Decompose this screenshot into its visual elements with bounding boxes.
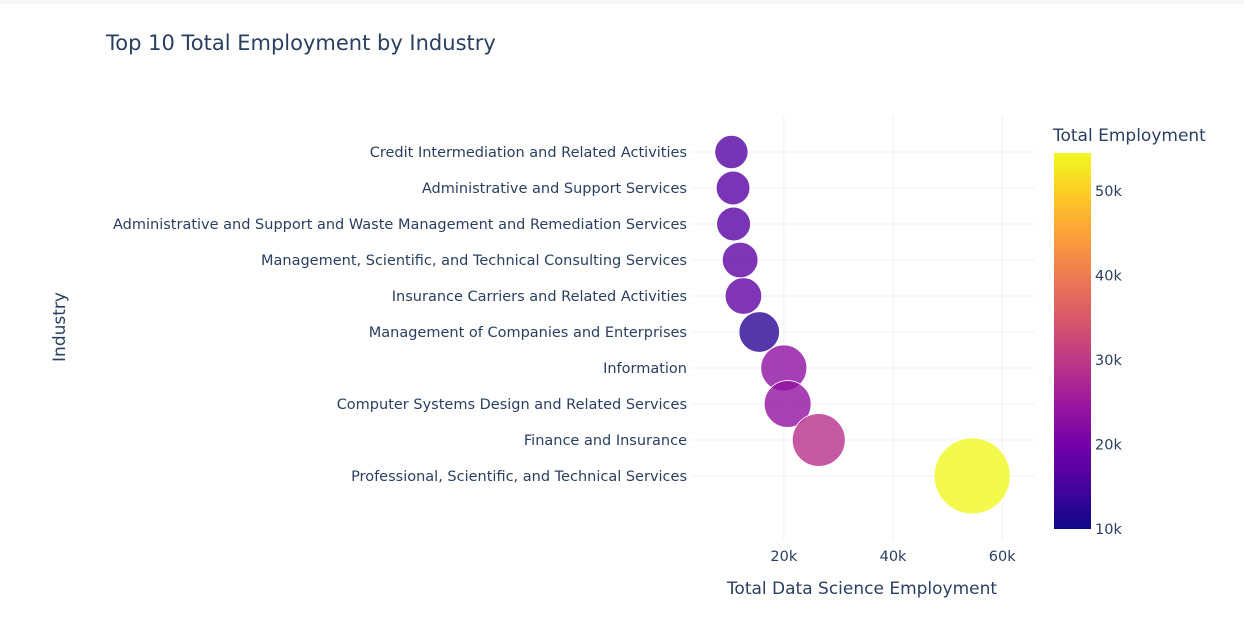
colorbar-tick-label: 50k: [1095, 184, 1122, 200]
x-axis-ticks: 20k 40k 60k: [770, 549, 1016, 565]
bubble[interactable]: [715, 170, 751, 206]
y-tick-label: Administrative and Support and Waste Man…: [113, 217, 687, 233]
bubble[interactable]: [724, 277, 763, 315]
bubble[interactable]: [716, 206, 751, 242]
colorbar-tick-label: 20k: [1095, 438, 1122, 454]
bubble[interactable]: [763, 380, 812, 428]
y-tick-label: Finance and Insurance: [524, 433, 687, 449]
bubble[interactable]: [721, 241, 759, 279]
y-tick-label: Professional, Scientific, and Technical …: [351, 469, 687, 485]
y-axis-title: Industry: [50, 292, 70, 362]
y-tick-label: Computer Systems Design and Related Serv…: [337, 397, 687, 413]
bubble[interactable]: [933, 437, 1011, 515]
bubble[interactable]: [791, 413, 846, 467]
top-bar: [0, 0, 1244, 4]
colorbar-ticks: 10k 20k 30k 40k 50k: [1095, 184, 1122, 538]
y-tick-label: Administrative and Support Services: [422, 181, 687, 197]
x-tick-label: 60k: [989, 549, 1016, 565]
bubble[interactable]: [714, 134, 749, 169]
x-tick-label: 20k: [770, 549, 797, 565]
x-axis-title: Total Data Science Employment: [726, 579, 997, 599]
colorbar-tick-label: 40k: [1095, 269, 1122, 285]
colorbar: Total Employment 10k 20k 30k 40k 50k: [1052, 126, 1206, 538]
y-axis-ticks: Credit Intermediation and Related Activi…: [113, 145, 687, 485]
y-tick-label: Information: [603, 361, 687, 377]
y-tick-label: Management of Companies and Enterprises: [369, 325, 687, 341]
chart-title: Top 10 Total Employment by Industry: [105, 31, 496, 55]
bubble[interactable]: [738, 311, 780, 353]
y-tick-label: Management, Scientific, and Technical Co…: [261, 253, 687, 269]
bubbles: [714, 134, 1011, 515]
y-tick-label: Insurance Carriers and Related Activitie…: [392, 289, 687, 305]
x-tick-label: 40k: [880, 549, 907, 565]
colorbar-tick-label: 30k: [1095, 353, 1122, 369]
colorbar-title: Total Employment: [1052, 126, 1206, 146]
colorbar-tick-label: 10k: [1095, 522, 1122, 538]
y-tick-label: Credit Intermediation and Related Activi…: [370, 145, 687, 161]
colorbar-gradient: [1054, 153, 1091, 529]
